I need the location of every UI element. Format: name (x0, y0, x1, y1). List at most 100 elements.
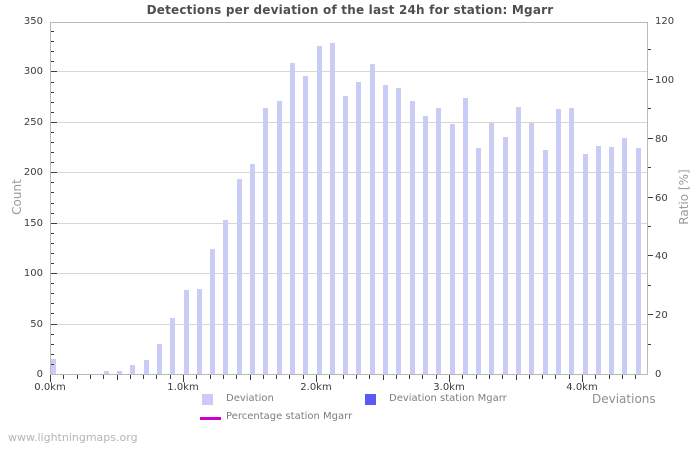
right-axis-tick (648, 108, 651, 110)
x-axis-tick (302, 375, 304, 379)
left-axis-tick (51, 252, 54, 254)
deviation-bar (369, 64, 375, 374)
x-axis-tick (435, 375, 437, 379)
right-axis-tick (648, 78, 653, 80)
left-axis-tick (51, 303, 54, 305)
left-axis-tick (51, 263, 54, 265)
deviation-bar (356, 81, 362, 374)
deviation-bar (635, 148, 641, 374)
left-axis-tick (51, 51, 54, 53)
gridline (51, 273, 647, 275)
right-axis-tick (648, 167, 651, 169)
left-axis-tick (51, 101, 54, 103)
deviation-bar (555, 108, 561, 374)
left-axis-tick (51, 192, 54, 194)
x-axis-tick-label: 3.0km (433, 382, 465, 393)
left-axis-tick (51, 61, 54, 63)
x-axis-tick (129, 375, 131, 379)
x-axis-tick (621, 375, 623, 379)
left-axis-tick (51, 172, 57, 174)
x-axis-tick (462, 375, 464, 379)
deviation-bar (236, 179, 242, 374)
deviation-bar (622, 138, 628, 374)
right-axis-tick-label: 40 (655, 251, 668, 263)
x-axis-tick-label: 0.0km (34, 382, 66, 393)
x-axis-tick (236, 375, 238, 379)
deviation-bar (50, 358, 56, 374)
deviation-bar (595, 146, 601, 374)
gridline (51, 172, 647, 174)
deviation-bar (422, 115, 428, 374)
x-axis-tick (515, 375, 517, 380)
x-axis-tick (222, 375, 224, 379)
left-axis-tick (51, 353, 54, 355)
x-axis-tick (143, 375, 145, 379)
x-axis-tick (342, 375, 344, 379)
right-axis-tick (648, 255, 653, 257)
left-axis-tick (51, 182, 54, 184)
left-axis-tick (51, 313, 54, 315)
left-axis-tick-label: 200 (23, 167, 43, 179)
left-axis-tick (51, 273, 57, 275)
x-axis-tick-label: 4.0km (566, 382, 598, 393)
left-axis-tick (51, 71, 57, 73)
x-axis-tick (289, 375, 291, 379)
right-axis-tick (648, 137, 653, 139)
deviation-bar (223, 219, 229, 374)
deviation-bar (303, 76, 309, 374)
x-axis-tick (355, 375, 357, 379)
legend-item-label: Deviation (226, 393, 274, 404)
right-axis-tick (648, 343, 651, 345)
left-axis-tick-label: 300 (23, 66, 43, 78)
deviation-bar (329, 43, 335, 374)
x-axis-tick (249, 375, 251, 380)
deviation-bar (529, 122, 535, 374)
left-axis-tick-label: 50 (30, 318, 43, 330)
x-axis-tick (555, 375, 557, 379)
deviation-bar (183, 290, 189, 374)
left-axis-tick (51, 242, 54, 244)
deviation-bar (156, 343, 162, 374)
left-axis-tick (51, 363, 54, 365)
left-axis-tick (51, 212, 54, 214)
x-axis-tick (595, 375, 597, 379)
deviation-bar (462, 97, 468, 374)
x-axis-tick (50, 375, 51, 382)
x-axis-tick (422, 375, 424, 379)
percentage-line-swatch (200, 417, 221, 420)
left-axis-tick-label: 0 (36, 369, 43, 380)
x-axis-tick (369, 375, 371, 379)
left-axis-tick (51, 293, 54, 295)
x-axis-tick (608, 375, 610, 379)
deviation-bar (582, 154, 588, 374)
deviation-swatch (202, 394, 213, 405)
x-axis-tick (63, 375, 65, 379)
right-axis-tick (648, 314, 653, 316)
deviation-bar (343, 95, 349, 374)
left-axis-tick (51, 131, 54, 133)
left-axis-tick (51, 232, 54, 234)
left-axis-tick (51, 333, 54, 335)
deviation-bar (542, 150, 548, 374)
x-axis-tick (103, 375, 105, 379)
deviation-bar (476, 148, 482, 374)
gridline (51, 222, 647, 224)
deviation-bar (250, 164, 255, 374)
deviation-bar (196, 289, 202, 374)
deviation-bar (409, 100, 415, 374)
right-axis-tick-label: 100 (655, 74, 675, 86)
deviation-swatch (365, 394, 376, 405)
x-axis-tick (449, 375, 450, 382)
x-axis-tick (382, 375, 384, 380)
gridline (51, 71, 647, 73)
deviation-bar (436, 107, 442, 374)
gridline (51, 323, 647, 325)
left-axis-tick-label: 100 (23, 268, 43, 280)
deviation-bar (449, 123, 455, 374)
x-axis-tick (409, 375, 411, 379)
right-axis-tick-label: 0 (655, 369, 662, 380)
left-axis-tick (51, 152, 54, 154)
x-axis-tick (276, 375, 278, 379)
gridline (51, 121, 647, 123)
